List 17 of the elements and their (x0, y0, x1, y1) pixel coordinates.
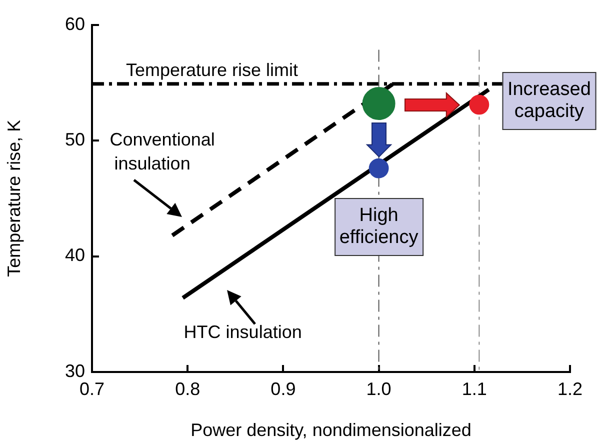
x-tick-label: 1.0 (366, 378, 392, 399)
y-axis-title: Temperature rise, K (4, 120, 24, 277)
annotation: High efficiency (334, 198, 424, 256)
x-axis-title: Power density, nondimensionalized (190, 420, 472, 440)
y-tick-label: 30 (64, 360, 85, 381)
y-tick-label: 40 (64, 245, 85, 266)
x-tick-label: 1.2 (557, 378, 583, 399)
annotation: Increased capacity (502, 72, 596, 130)
x-tick-label: 0.7 (79, 378, 105, 399)
x-tick-label: 1.1 (462, 378, 487, 399)
y-tick-label: 60 (64, 14, 85, 34)
x-tick-label: 0.8 (175, 378, 200, 399)
x-tick-label: 0.9 (270, 378, 296, 399)
legend-label: HTC insulation (184, 322, 302, 342)
series-label: Conventional insulation (110, 129, 215, 174)
ref-line-label: Temperature rise limit (126, 60, 298, 80)
y-tick-label: 50 (64, 130, 85, 150)
